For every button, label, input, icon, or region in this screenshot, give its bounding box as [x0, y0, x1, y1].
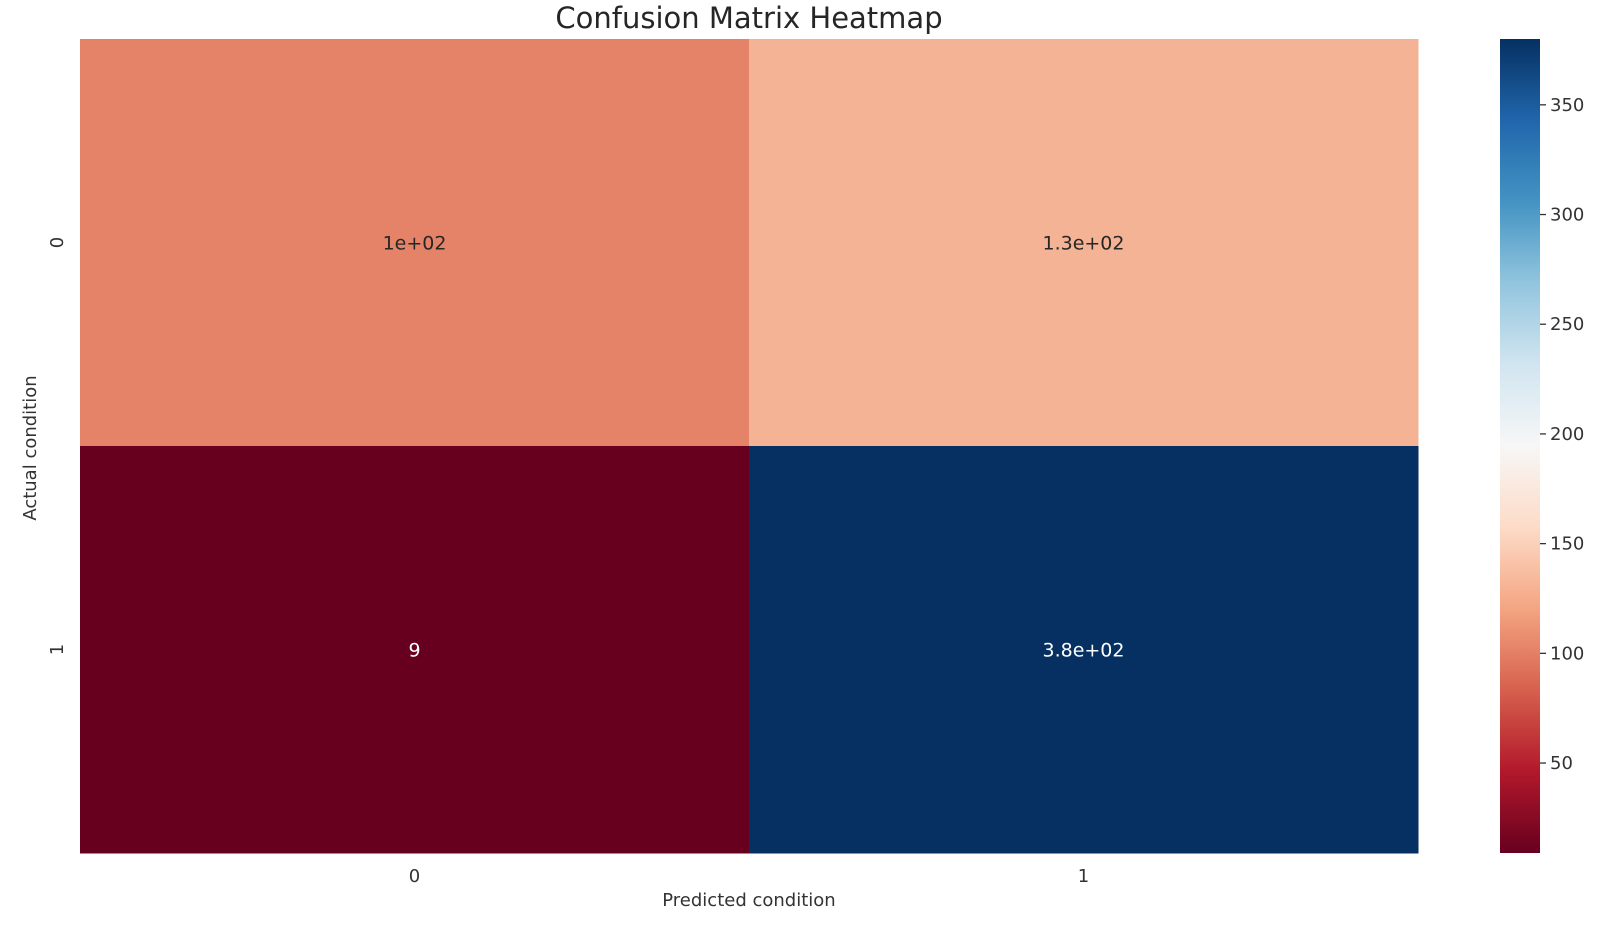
chart-title: Confusion Matrix Heatmap [555, 1, 942, 35]
y-axis-ticks: 01 [47, 237, 68, 655]
colorbar-tick-label: 150 [1550, 534, 1584, 555]
colorbar-tick-label: 350 [1550, 95, 1584, 116]
cell-annotation: 9 [408, 640, 420, 662]
colorbar-ticks: 50 100 150 200 250 300 350 [1540, 95, 1584, 774]
x-tick-label: 0 [409, 866, 420, 887]
colorbar-tick-label: 100 [1550, 643, 1584, 664]
y-axis-label: Actual condition [20, 375, 41, 520]
colorbar-tick-label: 300 [1550, 205, 1584, 226]
colorbar-tick-label: 50 [1550, 753, 1573, 774]
heatmap-cell [80, 446, 750, 854]
heatmap-cell [80, 39, 750, 447]
colorbar [1500, 39, 1540, 853]
cell-annotation: 3.8e+02 [1042, 640, 1124, 662]
cell-annotation: 1.3e+02 [1042, 233, 1124, 255]
heatmap-cell [749, 39, 1419, 447]
colorbar-tick-label: 200 [1550, 424, 1584, 445]
x-axis-label: Predicted condition [662, 890, 835, 911]
y-tick-label: 0 [47, 237, 68, 248]
heatmap-cell [749, 446, 1419, 854]
cell-annotation: 1e+02 [383, 233, 447, 255]
y-tick-label: 1 [47, 644, 68, 655]
x-tick-label: 1 [1078, 866, 1089, 887]
heatmap-cells: 1e+02 1.3e+02 9 3.8e+02 [80, 39, 1419, 854]
colorbar-tick-label: 250 [1550, 314, 1584, 335]
